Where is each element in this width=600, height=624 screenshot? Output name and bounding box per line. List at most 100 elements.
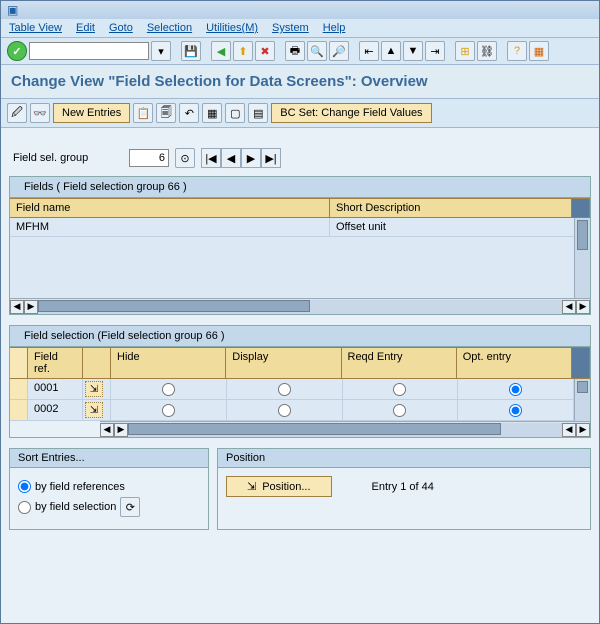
col-expand[interactable]: [83, 348, 111, 378]
delete-icon[interactable]: 🗐: [156, 103, 176, 123]
shortcut-icon[interactable]: ⛓: [477, 41, 497, 61]
position-panel-title: Position: [218, 449, 590, 468]
sort-panel: Sort Entries... by field references by f…: [9, 448, 209, 530]
horizontal-scrollbar[interactable]: ◀ ▶ ◀ ▶: [100, 421, 590, 437]
selection-panel-title: Field selection (Field selection group 6…: [10, 326, 590, 347]
scroll-right-icon[interactable]: ◀: [562, 300, 576, 314]
radio-reqd[interactable]: [393, 383, 406, 396]
next-page-icon[interactable]: ▼: [403, 41, 423, 61]
select-all-icon[interactable]: ▦: [202, 103, 222, 123]
scroll-left2-icon[interactable]: ▶: [114, 423, 128, 437]
scroll-right2-icon[interactable]: ▶: [576, 423, 590, 437]
search-help-icon[interactable]: ⊙: [175, 148, 195, 168]
radio-hide[interactable]: [162, 404, 175, 417]
first-page-icon[interactable]: ⇤: [359, 41, 379, 61]
col-hide[interactable]: Hide: [111, 348, 226, 378]
menu-utilities[interactable]: Utilities(M): [206, 22, 258, 34]
col-display[interactable]: Display: [226, 348, 341, 378]
row-selector[interactable]: [10, 400, 28, 420]
bc-set-button[interactable]: BC Set: Change Field Values: [271, 103, 431, 123]
scroll-right-icon[interactable]: ◀: [562, 423, 576, 437]
exit-icon[interactable]: ⬆: [233, 41, 253, 61]
fields-panel-title: Fields ( Field selection group 66 ): [10, 177, 590, 198]
deselect-icon[interactable]: ▢: [225, 103, 245, 123]
radio-hide[interactable]: [162, 383, 175, 396]
menu-goto[interactable]: Goto: [109, 22, 133, 34]
menu-selection[interactable]: Selection: [147, 22, 192, 34]
nav-last-icon[interactable]: ▶|: [261, 148, 281, 168]
cell-expand[interactable]: ⇲: [83, 379, 111, 399]
scroll-right2-icon[interactable]: ▶: [576, 300, 590, 314]
col-short-desc[interactable]: Short Description: [330, 199, 572, 217]
enter-icon[interactable]: ✓: [7, 41, 27, 61]
config-icon[interactable]: ▤: [248, 103, 268, 123]
title-bar: ▣: [1, 1, 599, 19]
new-entries-button[interactable]: New Entries: [53, 103, 130, 123]
vertical-scrollbar[interactable]: [574, 218, 590, 298]
sap-logo-icon: ▣: [7, 3, 18, 17]
refresh-icon[interactable]: ⟳: [120, 497, 140, 517]
nav-prev-icon[interactable]: ◀: [221, 148, 241, 168]
selection-grid-body: 0001 ⇲ 0002 ⇲: [10, 379, 590, 421]
print-icon[interactable]: 🖶: [285, 41, 305, 61]
fields-grid-header: Field name Short Description: [10, 198, 590, 218]
sel-col-icon[interactable]: [10, 348, 28, 378]
menu-help[interactable]: Help: [323, 22, 346, 34]
row-selector[interactable]: [10, 379, 28, 399]
scroll-left-icon[interactable]: ◀: [100, 423, 114, 437]
sort-panel-title: Sort Entries...: [10, 449, 208, 468]
radio-display[interactable]: [278, 404, 291, 417]
field-sel-group-input[interactable]: [129, 149, 169, 167]
cancel-icon[interactable]: ✖: [255, 41, 275, 61]
cell-field-name: MFHM: [10, 218, 330, 236]
find-next-icon[interactable]: 🔎: [329, 41, 349, 61]
menu-edit[interactable]: Edit: [76, 22, 95, 34]
display-icon[interactable]: 👓: [30, 103, 50, 123]
table-row: 0001 ⇲: [10, 379, 590, 400]
radio-by-field-sel[interactable]: [18, 501, 31, 514]
col-reqd[interactable]: Reqd Entry: [342, 348, 457, 378]
col-field-name[interactable]: Field name: [10, 199, 330, 217]
radio-reqd[interactable]: [393, 404, 406, 417]
table-row[interactable]: MFHM Offset unit: [10, 218, 590, 237]
fields-grid-body: MFHM Offset unit: [10, 218, 590, 298]
grid-config-icon[interactable]: [572, 348, 590, 378]
radio-by-field-ref[interactable]: [18, 480, 31, 493]
grid-config-icon[interactable]: [572, 199, 590, 217]
find-icon[interactable]: 🔍: [307, 41, 327, 61]
dropdown-icon[interactable]: ▾: [151, 41, 171, 61]
scroll-left-icon[interactable]: ◀: [10, 300, 24, 314]
menu-bar: Table View Edit Goto Selection Utilities…: [1, 19, 599, 38]
radio-opt[interactable]: [509, 404, 522, 417]
field-sel-group-label: Field sel. group: [13, 152, 123, 164]
radio-display[interactable]: [278, 383, 291, 396]
scroll-left2-icon[interactable]: ▶: [24, 300, 38, 314]
nav-next-icon[interactable]: ▶: [241, 148, 261, 168]
last-page-icon[interactable]: ⇥: [425, 41, 445, 61]
menu-system[interactable]: System: [272, 22, 309, 34]
position-button[interactable]: ⇲Position...: [226, 476, 332, 497]
fields-panel: Fields ( Field selection group 66 ) Fiel…: [9, 176, 591, 315]
col-opt[interactable]: Opt. entry: [457, 348, 572, 378]
back-icon[interactable]: ◀: [211, 41, 231, 61]
command-field[interactable]: [29, 42, 149, 60]
expand-icon[interactable]: 🖉: [7, 103, 27, 123]
col-field-ref[interactable]: Field ref.: [28, 348, 83, 378]
position-icon: ⇲: [247, 480, 256, 493]
new-session-icon[interactable]: ⊞: [455, 41, 475, 61]
copy-icon[interactable]: 📋: [133, 103, 153, 123]
nav-first-icon[interactable]: |◀: [201, 148, 221, 168]
selection-grid-header: Field ref. Hide Display Reqd Entry Opt. …: [10, 347, 590, 379]
cell-expand[interactable]: ⇲: [83, 400, 111, 420]
cell-short-desc: Offset unit: [330, 218, 590, 236]
selection-panel: Field selection (Field selection group 6…: [9, 325, 591, 438]
help-icon[interactable]: ?: [507, 41, 527, 61]
vertical-scrollbar[interactable]: [574, 379, 590, 421]
save-icon[interactable]: 💾: [181, 41, 201, 61]
layout-icon[interactable]: ▦: [529, 41, 549, 61]
prev-page-icon[interactable]: ▲: [381, 41, 401, 61]
menu-table-view[interactable]: Table View: [9, 22, 62, 34]
horizontal-scrollbar[interactable]: ◀ ▶ ◀ ▶: [10, 298, 590, 314]
radio-opt[interactable]: [509, 383, 522, 396]
undo-icon[interactable]: ↶: [179, 103, 199, 123]
